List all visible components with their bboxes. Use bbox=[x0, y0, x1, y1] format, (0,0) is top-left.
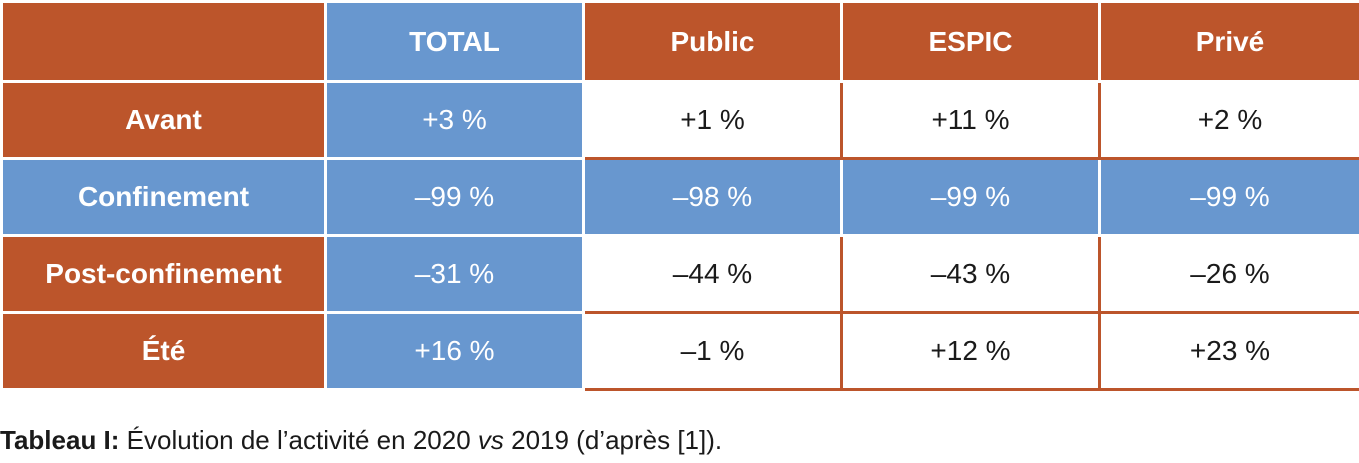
caption-text-before: Évolution de l’activité en 2020 bbox=[119, 425, 478, 455]
column-header-prive: Privé bbox=[1098, 0, 1359, 83]
table-caption: Tableau I: Évolution de l’activité en 20… bbox=[0, 425, 722, 455]
caption-label: Tableau I: bbox=[0, 425, 120, 455]
cell-confinement-total: –99 % bbox=[324, 157, 585, 237]
column-header-total: TOTAL bbox=[324, 0, 585, 83]
cell-avant-prive: +2 % bbox=[1098, 80, 1359, 160]
activity-table-container: TOTAL Public ESPIC Privé Avant +3 % +1 %… bbox=[0, 0, 1359, 391]
row-header-confinement: Confinement bbox=[0, 157, 327, 237]
cell-post-confinement-espic: –43 % bbox=[840, 234, 1101, 314]
cell-avant-public: +1 % bbox=[582, 80, 843, 160]
corner-cell bbox=[0, 0, 327, 83]
row-header-avant: Avant bbox=[0, 80, 327, 160]
cell-ete-prive: +23 % bbox=[1098, 311, 1359, 391]
table-row-ete: Été +16 % –1 % +12 % +23 % bbox=[0, 311, 1359, 391]
row-header-post-confinement: Post-confinement bbox=[0, 234, 327, 314]
cell-ete-espic: +12 % bbox=[840, 311, 1101, 391]
cell-ete-total: +16 % bbox=[324, 311, 585, 391]
cell-post-confinement-prive: –26 % bbox=[1098, 234, 1359, 314]
caption-text-italic: vs bbox=[477, 425, 504, 455]
table-row-avant: Avant +3 % +1 % +11 % +2 % bbox=[0, 80, 1359, 160]
cell-confinement-public: –98 % bbox=[582, 157, 843, 237]
cell-post-confinement-total: –31 % bbox=[324, 234, 585, 314]
cell-confinement-prive: –99 % bbox=[1098, 157, 1359, 237]
column-header-espic: ESPIC bbox=[840, 0, 1101, 83]
table-row-post-confinement: Post-confinement –31 % –44 % –43 % –26 % bbox=[0, 234, 1359, 314]
cell-ete-public: –1 % bbox=[582, 311, 843, 391]
cell-confinement-espic: –99 % bbox=[840, 157, 1101, 237]
table-row-confinement: Confinement –99 % –98 % –99 % –99 % bbox=[0, 157, 1359, 237]
cell-avant-espic: +11 % bbox=[840, 80, 1101, 160]
cell-post-confinement-public: –44 % bbox=[582, 234, 843, 314]
cell-avant-total: +3 % bbox=[324, 80, 585, 160]
row-header-ete: Été bbox=[0, 311, 327, 391]
activity-table: TOTAL Public ESPIC Privé Avant +3 % +1 %… bbox=[0, 0, 1359, 391]
column-header-public: Public bbox=[582, 0, 843, 83]
table-header-row: TOTAL Public ESPIC Privé bbox=[0, 0, 1359, 83]
caption-text-after: 2019 (d’après [1]). bbox=[503, 425, 723, 455]
